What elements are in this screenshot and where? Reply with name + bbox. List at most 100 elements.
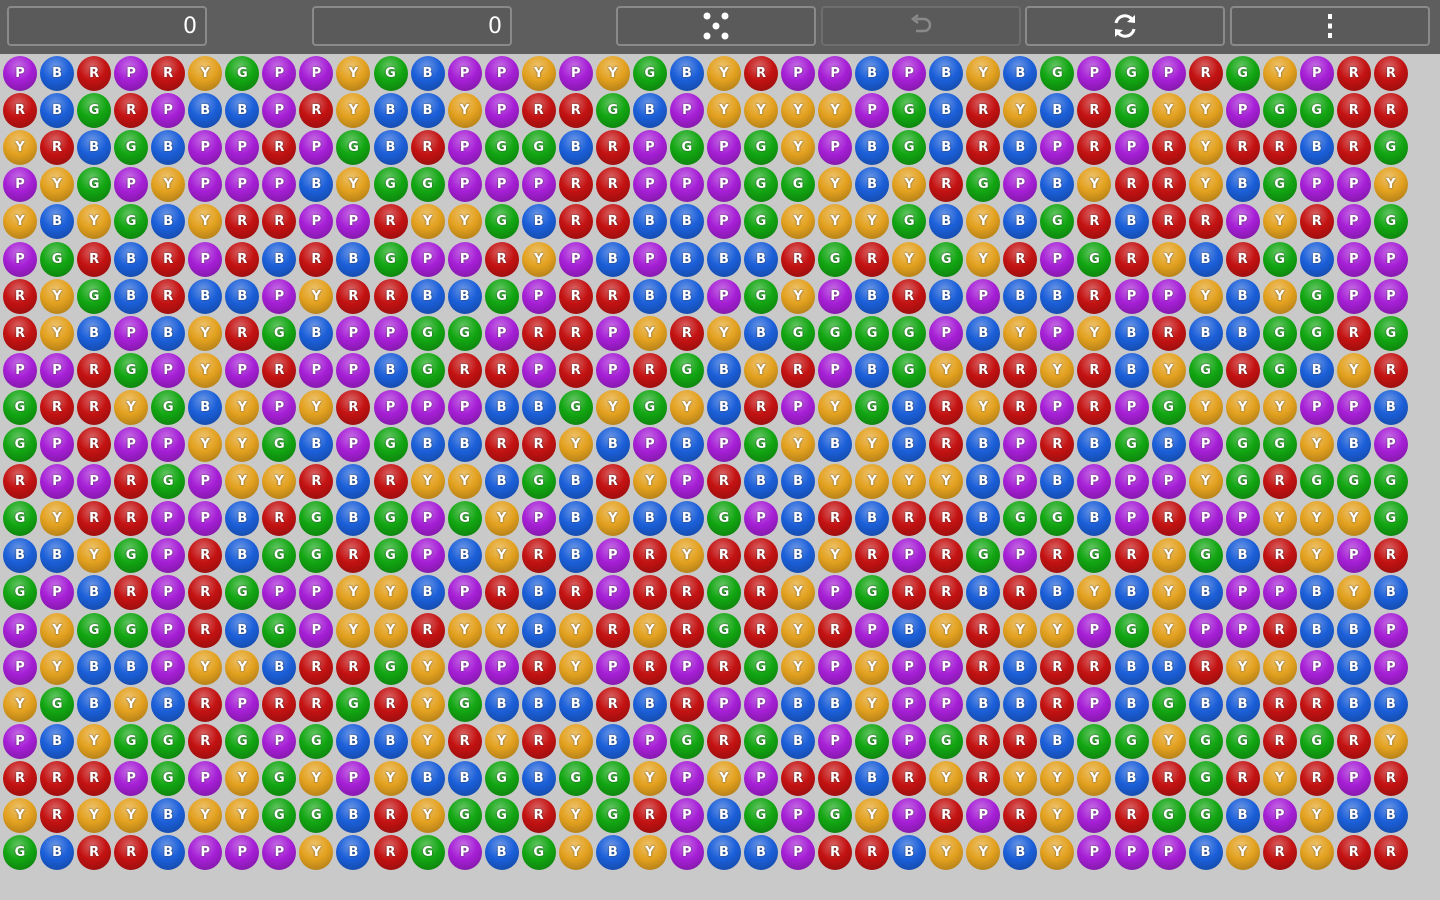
ball-blue[interactable]: B [1151, 427, 1186, 462]
ball-purple[interactable]: P [1299, 649, 1334, 685]
ball-red[interactable]: R [151, 56, 186, 91]
ball-purple[interactable]: P [818, 352, 853, 388]
ball-yellow[interactable]: Y [632, 464, 667, 500]
ball-purple[interactable]: P [781, 389, 816, 425]
ball-green[interactable]: G [744, 130, 778, 166]
ball-red[interactable]: R [262, 204, 297, 240]
ball-purple[interactable]: P [781, 835, 816, 871]
ball-yellow[interactable]: Y [818, 167, 853, 203]
ball-purple[interactable]: P [114, 427, 149, 462]
ball-green[interactable]: G [484, 798, 519, 833]
ball-red[interactable]: R [1151, 204, 1186, 240]
ball-yellow[interactable]: Y [3, 130, 37, 166]
ball-purple[interactable]: P [818, 649, 853, 685]
ball-blue[interactable]: B [299, 427, 334, 462]
ball-green[interactable]: G [299, 723, 334, 759]
ball-blue[interactable]: B [892, 835, 927, 871]
ball-red[interactable]: R [966, 760, 1001, 796]
ball-red[interactable]: R [77, 352, 112, 388]
ball-yellow[interactable]: Y [855, 427, 890, 462]
ball-red[interactable]: R [781, 760, 816, 796]
ball-blue[interactable]: B [558, 130, 593, 166]
ball-green[interactable]: G [744, 278, 778, 314]
ball-red[interactable]: R [40, 760, 75, 796]
ball-blue[interactable]: B [1003, 56, 1038, 91]
ball-blue[interactable]: B [410, 575, 445, 611]
ball-yellow[interactable]: Y [1151, 241, 1186, 277]
ball-purple[interactable]: P [818, 130, 853, 166]
ball-green[interactable]: G [1225, 56, 1260, 91]
ball-yellow[interactable]: Y [77, 723, 112, 759]
ball-red[interactable]: R [262, 130, 297, 166]
ball-green[interactable]: G [1040, 56, 1075, 91]
ball-red[interactable]: R [1299, 204, 1334, 240]
ball-blue[interactable]: B [1299, 575, 1334, 611]
ball-red[interactable]: R [558, 575, 593, 611]
ball-purple[interactable]: P [1336, 167, 1371, 203]
ball-yellow[interactable]: Y [855, 686, 890, 722]
ball-red[interactable]: R [1151, 130, 1186, 166]
ball-red[interactable]: R [1262, 130, 1297, 166]
ball-green[interactable]: G [521, 464, 556, 500]
ball-red[interactable]: R [1077, 352, 1112, 388]
ball-red[interactable]: R [1262, 464, 1297, 500]
ball-blue[interactable]: B [299, 315, 334, 351]
ball-yellow[interactable]: Y [410, 798, 445, 833]
ball-blue[interactable]: B [1373, 686, 1408, 722]
ball-red[interactable]: R [558, 278, 593, 314]
ball-red[interactable]: R [1040, 427, 1075, 462]
ball-blue[interactable]: B [40, 204, 75, 240]
ball-red[interactable]: R [299, 649, 334, 685]
ball-green[interactable]: G [262, 538, 297, 574]
ball-yellow[interactable]: Y [632, 612, 667, 648]
ball-yellow[interactable]: Y [1151, 352, 1186, 388]
ball-blue[interactable]: B [632, 204, 667, 240]
ball-blue[interactable]: B [669, 501, 704, 537]
ball-green[interactable]: G [1077, 538, 1112, 574]
ball-red[interactable]: R [744, 56, 778, 91]
ball-red[interactable]: R [1040, 649, 1075, 685]
ball-yellow[interactable]: Y [669, 538, 704, 574]
ball-purple[interactable]: P [1077, 835, 1112, 871]
ball-red[interactable]: R [1077, 649, 1112, 685]
ball-purple[interactable]: P [484, 56, 519, 91]
ball-yellow[interactable]: Y [818, 93, 853, 129]
ball-red[interactable]: R [336, 649, 371, 685]
ball-purple[interactable]: P [484, 167, 519, 203]
ball-yellow[interactable]: Y [410, 649, 445, 685]
ball-blue[interactable]: B [632, 93, 667, 129]
ball-red[interactable]: R [3, 93, 37, 129]
ball-yellow[interactable]: Y [1151, 612, 1186, 648]
ball-blue[interactable]: B [1114, 575, 1149, 611]
ball-yellow[interactable]: Y [781, 204, 816, 240]
ball-green[interactable]: G [1040, 204, 1075, 240]
ball-yellow[interactable]: Y [744, 93, 778, 129]
restart-button[interactable] [1025, 6, 1225, 46]
ball-blue[interactable]: B [373, 130, 408, 166]
undo-button[interactable] [821, 6, 1021, 46]
ball-green[interactable]: G [1225, 464, 1260, 500]
ball-red[interactable]: R [77, 501, 112, 537]
ball-yellow[interactable]: Y [262, 464, 297, 500]
ball-yellow[interactable]: Y [595, 501, 630, 537]
ball-red[interactable]: R [966, 649, 1001, 685]
ball-purple[interactable]: P [484, 93, 519, 129]
ball-green[interactable]: G [410, 315, 445, 351]
ball-purple[interactable]: P [1225, 93, 1260, 129]
ball-purple[interactable]: P [188, 167, 223, 203]
ball-blue[interactable]: B [521, 389, 556, 425]
ball-green[interactable]: G [1299, 278, 1334, 314]
ball-purple[interactable]: P [410, 389, 445, 425]
ball-blue[interactable]: B [1336, 798, 1371, 833]
ball-purple[interactable]: P [1040, 130, 1075, 166]
ball-yellow[interactable]: Y [781, 649, 816, 685]
ball-purple[interactable]: P [1077, 464, 1112, 500]
ball-purple[interactable]: P [151, 575, 186, 611]
ball-green[interactable]: G [1151, 389, 1186, 425]
ball-yellow[interactable]: Y [558, 723, 593, 759]
ball-red[interactable]: R [855, 835, 890, 871]
ball-blue[interactable]: B [336, 723, 371, 759]
ball-red[interactable]: R [373, 798, 408, 833]
ball-yellow[interactable]: Y [892, 241, 927, 277]
ball-purple[interactable]: P [1373, 241, 1408, 277]
